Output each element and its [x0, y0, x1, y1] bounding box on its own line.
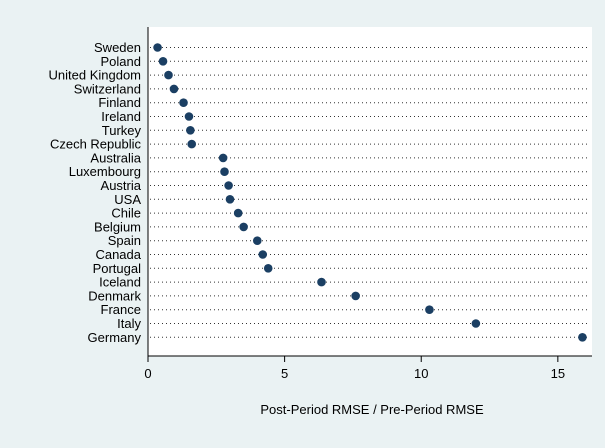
data-point-czech-republic: [187, 139, 197, 149]
data-point-chile: [233, 208, 243, 218]
y-tick-label-australia: Australia: [90, 150, 141, 165]
y-tick-label-france: France: [101, 302, 141, 317]
x-axis-title: Post-Period RMSE / Pre-Period RMSE: [260, 402, 484, 417]
data-point-sweden: [153, 43, 162, 52]
y-tick-label-belgium: Belgium: [94, 219, 141, 234]
y-tick-label-usa: USA: [114, 192, 141, 207]
x-tick-label-10: 10: [414, 366, 428, 381]
y-tick-label-italy: Italy: [117, 316, 141, 331]
data-point-iceland: [317, 277, 326, 287]
y-tick-label-portugal: Portugal: [93, 261, 142, 276]
y-tick-label-poland: Poland: [101, 54, 141, 69]
y-tick-label-luxembourg: Luxembourg: [69, 164, 141, 179]
data-point-finland: [179, 98, 188, 107]
y-tick-label-canada: Canada: [95, 247, 141, 262]
y-tick-label-switzerland: Switzerland: [74, 81, 141, 96]
data-point-denmark: [351, 291, 360, 301]
x-tick-label-15: 15: [551, 366, 565, 381]
data-point-canada: [258, 250, 268, 259]
y-tick-label-turkey: Turkey: [102, 123, 142, 138]
data-point-switzerland: [169, 84, 179, 94]
y-tick-label-austria: Austria: [101, 178, 142, 193]
data-point-united-kingdom: [164, 70, 173, 80]
data-point-germany: [578, 333, 587, 342]
x-ticks: 0 5 10 15: [144, 356, 565, 381]
data-point-ireland: [184, 112, 194, 121]
y-tick-label-ireland: Ireland: [101, 109, 141, 124]
data-point-france: [425, 305, 434, 315]
y-tick-label-spain: Spain: [108, 233, 141, 248]
y-tick-label-germany: Germany: [88, 330, 142, 345]
y-tick-label-czech-republic: Czech Republic: [50, 137, 142, 152]
x-tick-label-0: 0: [144, 366, 151, 381]
data-point-australia: [218, 153, 228, 163]
data-point-belgium: [239, 222, 248, 232]
data-point-turkey: [186, 126, 195, 135]
y-tick-label-chile: Chile: [111, 206, 141, 221]
y-tick-label-united-kingdom: United Kingdom: [49, 68, 142, 83]
data-point-portugal: [263, 264, 273, 273]
y-tick-label-finland: Finland: [98, 95, 141, 110]
data-point-austria: [224, 181, 233, 190]
plot-area: [148, 27, 592, 356]
data-point-italy: [471, 319, 481, 328]
data-point-usa: [225, 195, 235, 204]
data-point-poland: [158, 57, 168, 66]
data-point-spain: [252, 236, 262, 245]
guide-lines: [150, 47, 590, 338]
data-points: [153, 43, 587, 342]
data-point-luxembourg: [220, 167, 229, 176]
y-tick-label-sweden: Sweden: [94, 40, 141, 55]
x-tick-label-5: 5: [281, 366, 288, 381]
y-tick-label-denmark: Denmark: [88, 288, 141, 303]
y-tick-label-iceland: Iceland: [99, 275, 141, 290]
